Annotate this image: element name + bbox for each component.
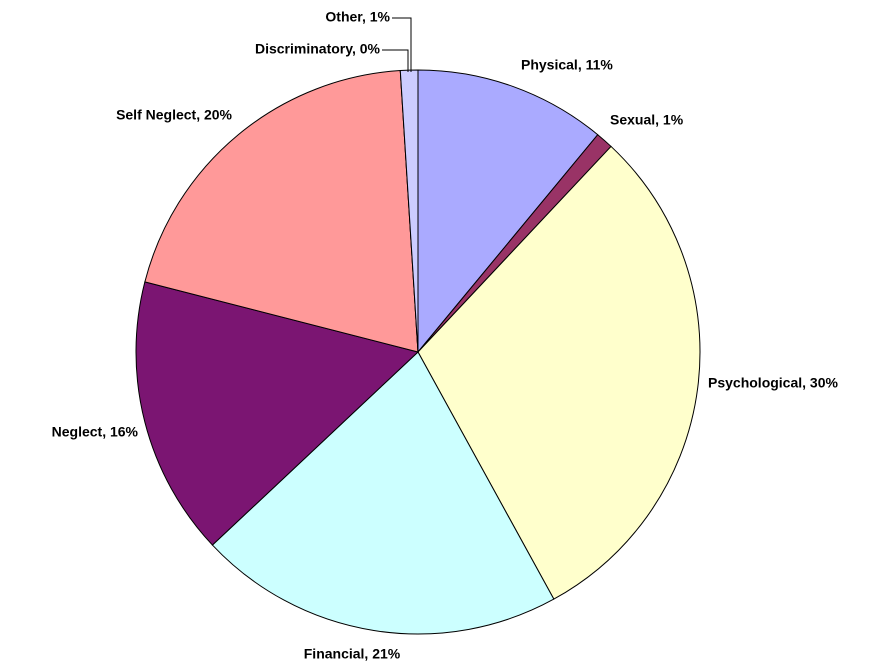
pie-slice: [417, 69, 599, 354]
pie-slice: [417, 145, 701, 600]
slice-label: Physical, 11%: [521, 57, 613, 73]
pie-slice: [399, 69, 419, 353]
slice-label: Financial, 21%: [304, 646, 401, 662]
leader-line: [392, 17, 412, 72]
slice-label: Psychological, 30%: [708, 375, 838, 391]
slice-label: Neglect, 16%: [52, 424, 139, 440]
slice-label: Self Neglect, 20%: [116, 107, 232, 123]
slice-label: Other, 1%: [325, 9, 390, 25]
slice-label: Discriminatory, 0%: [255, 41, 381, 57]
leader-line: [382, 49, 409, 72]
pie-slice: [211, 351, 555, 635]
pie-slice: [135, 281, 420, 546]
pie-slice: [144, 70, 419, 353]
slice-label: Sexual, 1%: [610, 112, 684, 128]
